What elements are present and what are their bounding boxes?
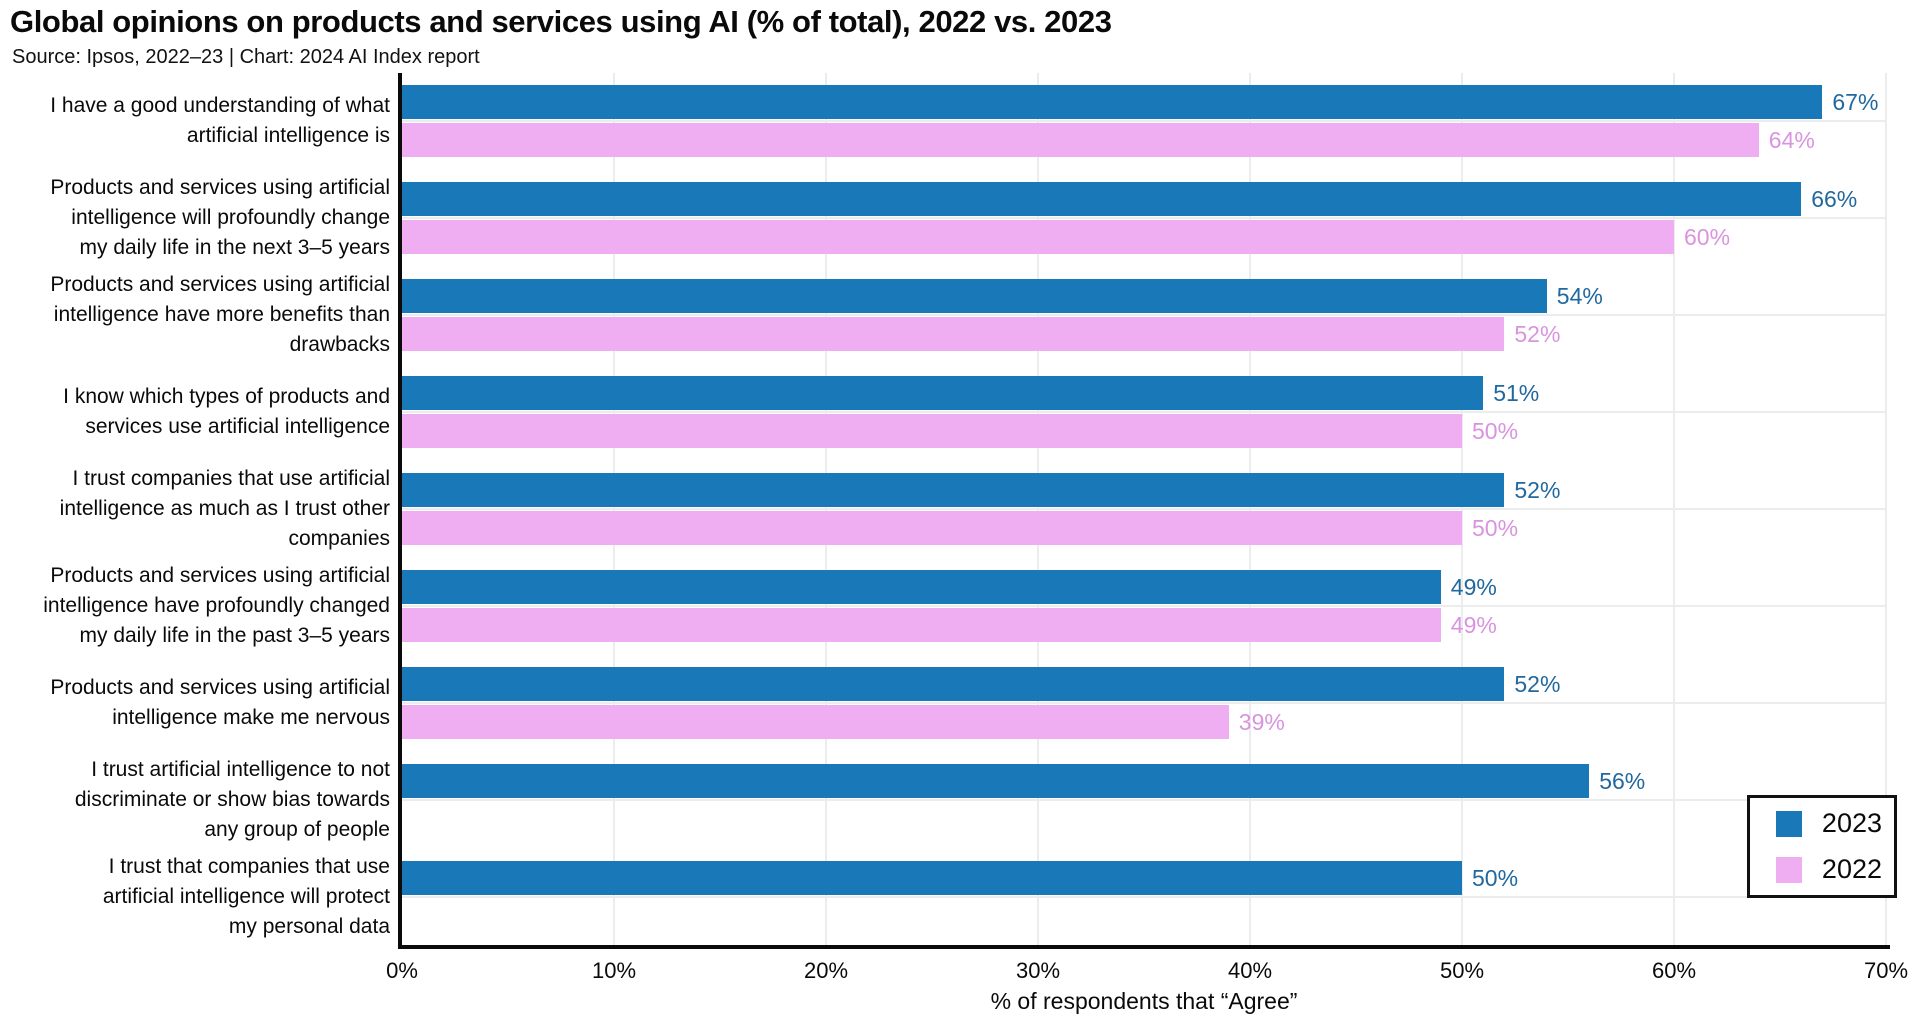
bar-2023-row-1 — [402, 182, 1802, 217]
legend-label-2022: 2022 — [1821, 854, 1882, 884]
bar-2022-row-3 — [402, 414, 1462, 449]
x-tick-60%: 60% — [1651, 958, 1697, 983]
x-tick-40%: 40% — [1227, 958, 1273, 983]
gridline-x-70 — [1885, 73, 1887, 945]
x-tick-20%: 20% — [803, 958, 849, 983]
value-label-2023-row-6: 52% — [1514, 670, 1561, 697]
value-label-2023-row-3: 51% — [1493, 380, 1540, 407]
legend-label-2023: 2023 — [1821, 808, 1882, 838]
category-label-row-0: I have a good understanding of what artif… — [50, 94, 390, 148]
value-label-2023-row-5: 49% — [1450, 573, 1497, 600]
category-label-row-2: Products and services using artificial in… — [50, 273, 390, 357]
value-label-2023-row-8: 50% — [1472, 864, 1519, 891]
category-label-row-5: Products and services using artificial in… — [43, 563, 390, 647]
bar-2023-row-0 — [402, 85, 1823, 120]
bar-2022-row-0 — [402, 123, 1759, 158]
bar-2023-row-4 — [402, 473, 1505, 507]
bar-2022-row-2 — [402, 317, 1505, 352]
bar-2023-row-5 — [402, 569, 1441, 604]
value-label-2023-row-4: 52% — [1514, 477, 1561, 503]
value-label-2022-row-4: 50% — [1472, 515, 1519, 541]
value-label-2023-row-7: 56% — [1599, 767, 1646, 794]
bar-2022-row-4 — [402, 511, 1462, 545]
x-axis-line — [398, 945, 1890, 949]
value-label-2022-row-0: 64% — [1768, 127, 1815, 154]
chart-source: Source: Ipsos, 2022–23 | Chart: 2024 AI … — [12, 46, 480, 68]
category-label-row-1: Products and services using artificial in… — [50, 176, 390, 260]
x-tick-50%: 50% — [1439, 958, 1485, 983]
bar-2023-row-2 — [402, 279, 1547, 314]
legend-swatch-2023 — [1776, 810, 1802, 837]
y-axis-line — [398, 73, 402, 949]
value-label-2023-row-0: 67% — [1832, 89, 1879, 116]
legend: 2023 2022 — [1747, 795, 1897, 898]
category-label-row-6: Products and services using artificial in… — [50, 675, 390, 729]
bar-2023-row-7 — [402, 763, 1590, 798]
x-tick-10%: 10% — [591, 958, 637, 983]
x-tick-0%: 0% — [386, 958, 418, 983]
gridline-row-4 — [402, 508, 1886, 510]
x-tick-30%: 30% — [1015, 958, 1061, 983]
gridline-row-6 — [402, 701, 1886, 704]
bar-2022-row-1 — [402, 220, 1674, 255]
value-label-2022-row-2: 52% — [1514, 321, 1561, 348]
gridline-row-1 — [402, 217, 1886, 220]
value-label-2022-row-1: 60% — [1684, 224, 1731, 251]
x-axis-label: % of respondents that “Agree” — [990, 988, 1298, 1014]
legend-entry-2023: 2023 — [1776, 808, 1882, 839]
bar-2023-row-3 — [402, 376, 1484, 411]
gridline-row-2 — [402, 314, 1886, 317]
bar-2022-row-6 — [402, 704, 1229, 739]
value-label-2022-row-5: 49% — [1450, 611, 1497, 638]
value-label-2022-row-3: 50% — [1472, 418, 1519, 445]
category-label-row-7: I trust artificial intelligence to not di… — [74, 757, 390, 841]
gridline-row-7 — [402, 798, 1886, 801]
gridline-row-3 — [402, 411, 1886, 414]
legend-swatch-2022 — [1776, 856, 1802, 883]
category-label-row-4: I trust companies that use artificial int… — [59, 467, 390, 550]
value-label-2023-row-1: 66% — [1811, 186, 1858, 213]
bar-2023-row-6 — [402, 666, 1505, 701]
gridline-row-8 — [402, 895, 1886, 898]
bar-2022-row-5 — [402, 607, 1441, 642]
x-tick-70%: 70% — [1863, 958, 1909, 983]
legend-entry-2022: 2022 — [1776, 854, 1882, 885]
gridline-row-0 — [402, 120, 1886, 123]
bar-2023-row-8 — [402, 860, 1462, 895]
category-label-row-8: I trust that companies that use artificia… — [102, 854, 390, 938]
chart-title: Global opinions on products and services… — [10, 4, 1112, 39]
category-label-row-3: I know which types of products and servic… — [63, 385, 390, 439]
value-label-2023-row-2: 54% — [1556, 283, 1603, 310]
gridline-row-5 — [402, 604, 1886, 607]
value-label-2022-row-6: 39% — [1238, 708, 1285, 735]
